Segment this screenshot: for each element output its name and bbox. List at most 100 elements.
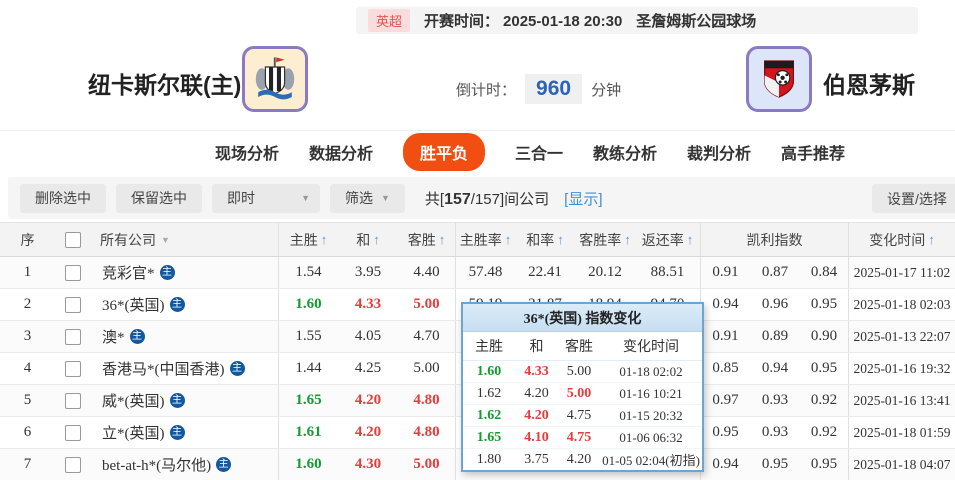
odds-cell[interactable]: 4.05 — [354, 328, 382, 344]
header-kelly: 凯利指数 — [700, 223, 848, 256]
company-count: 共[157/157]间公司 — [425, 188, 549, 209]
company-cell[interactable]: 立*(英国) 主 — [90, 417, 278, 448]
odds-cell[interactable]: 4.80 — [413, 424, 440, 440]
odds-cell[interactable]: 1.61 — [278, 417, 338, 448]
sort-up-icon: ↑ — [557, 232, 564, 247]
keep-selected-button[interactable]: 保留选中 — [116, 183, 202, 213]
kelly-cell: 0.92 — [810, 424, 838, 440]
header-home-rate[interactable]: 主胜率 ↑ — [455, 223, 515, 256]
nav-tab[interactable]: 现场分析 — [214, 145, 279, 163]
checkbox-cell — [55, 385, 90, 416]
kelly-cell: 0.91 — [700, 321, 750, 352]
header-change-time[interactable]: 变化时间 ↑ — [848, 223, 955, 256]
time-cell: 2025-01-16 19:32 — [848, 353, 955, 384]
show-link[interactable]: [显示] — [564, 190, 603, 208]
countdown-value: 960 — [525, 74, 583, 104]
checkbox-cell — [55, 257, 90, 288]
odds-cell[interactable]: 5.00 — [413, 456, 440, 472]
header-draw-rate[interactable]: 和率 ↑ — [515, 223, 575, 256]
row-checkbox[interactable] — [64, 264, 81, 281]
company-count-prefix: 共[ — [424, 190, 445, 208]
sort-up-icon: ↑ — [373, 232, 380, 247]
company-count-current: 157 — [444, 190, 471, 208]
header-home-odds[interactable]: 主胜 ↑ — [278, 223, 338, 256]
popup-time-cell: 01-16 10:21 — [619, 385, 683, 401]
popup-odds-cell: 4.20 — [524, 407, 549, 423]
popup-row: 1.65 4.10 4.75 01-06 06:32 — [463, 427, 702, 449]
home-badge-icon: 主 — [169, 425, 185, 440]
header-seq: 序 — [20, 233, 35, 249]
odds-cell[interactable]: 4.33 — [354, 296, 382, 312]
odds-cell[interactable]: 4.80 — [413, 392, 440, 408]
chevron-down-icon: ▼ — [381, 193, 390, 203]
popup-time-cell: 01-05 02:04(初指) — [602, 453, 700, 468]
delete-selected-button[interactable]: 删除选中 — [20, 183, 106, 213]
odds-cell[interactable]: 1.60 — [278, 289, 338, 320]
company-name[interactable]: bet-at-h*(马尔他) — [102, 458, 212, 474]
filter-dropdown[interactable]: 筛选 ▼ — [330, 183, 405, 213]
odds-cell[interactable]: 1.65 — [278, 385, 338, 416]
match-info-bar: 英超 开赛时间： 2025-01-18 20:30 圣詹姆斯公园球场 — [356, 7, 918, 34]
header-return-rate[interactable]: 返还率 ↑ — [635, 223, 700, 256]
nav-tab[interactable]: 胜平负 — [402, 132, 485, 171]
company-name[interactable]: 36*(英国) — [102, 298, 165, 314]
instant-dropdown[interactable]: 即时 ▼ — [212, 183, 320, 213]
nav-tab[interactable]: 数据分析 — [308, 145, 373, 163]
odds-cell[interactable]: 4.20 — [354, 392, 382, 408]
nav-tab[interactable]: 高手推荐 — [781, 145, 846, 163]
sort-up-icon: ↑ — [504, 232, 512, 247]
rate-cell: 22.41 — [528, 264, 562, 280]
company-cell[interactable]: 香港马*(中国香港) 主 — [90, 353, 278, 384]
row-checkbox[interactable] — [64, 424, 81, 441]
odds-cell[interactable]: 5.00 — [413, 360, 440, 376]
odds-cell[interactable]: 4.30 — [354, 456, 382, 472]
header-away-rate-label: 客胜率 — [579, 233, 622, 249]
league-badge: 英超 — [368, 9, 411, 32]
header-away-odds[interactable]: 客胜 ↑ — [398, 223, 455, 256]
nav-tab[interactable]: 裁判分析 — [687, 145, 752, 163]
company-name[interactable]: 澳* — [102, 330, 125, 346]
row-checkbox[interactable] — [64, 360, 81, 377]
odds-cell[interactable]: 1.55 — [278, 321, 338, 352]
rate-cell: 20.12 — [588, 264, 622, 280]
company-cell[interactable]: 竞彩官* 主 — [90, 257, 278, 288]
popup-odds-cell: 1.60 — [476, 363, 502, 379]
row-checkbox[interactable] — [64, 328, 81, 345]
nav-tab[interactable]: 教练分析 — [593, 145, 658, 163]
company-name[interactable]: 立*(英国) — [102, 426, 165, 442]
company-name[interactable]: 香港马*(中国香港) — [102, 362, 225, 378]
row-checkbox[interactable] — [64, 392, 81, 409]
row-checkbox[interactable] — [64, 456, 81, 473]
popup-body: 1.60 4.33 5.00 01-18 02:02 1.62 4.20 5.00 01-16… — [463, 361, 702, 470]
company-cell[interactable]: 澳* 主 — [90, 321, 278, 352]
odds-cell[interactable]: 5.00 — [413, 296, 440, 312]
odds-cell[interactable]: 4.25 — [354, 360, 382, 376]
header-away-rate[interactable]: 客胜率 ↑ — [575, 223, 635, 256]
odds-cell[interactable]: 4.20 — [354, 424, 382, 440]
odds-cell[interactable]: 1.44 — [278, 353, 338, 384]
header-company-label: 所有公司 — [100, 233, 156, 249]
company-name[interactable]: 威*(英国) — [102, 394, 165, 410]
company-name[interactable]: 竞彩官* — [102, 266, 155, 282]
odds-cell[interactable]: 4.40 — [413, 264, 440, 280]
header-draw-odds[interactable]: 和 ↑ — [338, 223, 398, 256]
row-checkbox[interactable] — [64, 296, 81, 313]
home-badge-icon: 主 — [216, 457, 232, 472]
nav-tabs: 现场分析 数据分析 胜平负 三合一 教练分析 裁判分析 高手推荐 — [0, 130, 955, 172]
odds-cell[interactable]: 4.70 — [413, 328, 440, 344]
company-count-rest: /157]间公司 — [470, 190, 550, 208]
nav-tab[interactable]: 三合一 — [514, 145, 563, 163]
odds-cell[interactable]: 1.60 — [278, 449, 338, 480]
table-row: 4 香港马*(中国香港) 主 1.44 4.25 5.00 0.85 0.94 0.95 2025… — [0, 353, 955, 385]
popup-odds-cell: 4.20 — [566, 451, 592, 467]
company-cell[interactable]: 威*(英国) 主 — [90, 385, 278, 416]
odds-cell[interactable]: 1.54 — [278, 257, 338, 288]
time-cell: 2025-01-16 13:41 — [848, 385, 955, 416]
select-all-checkbox[interactable] — [64, 231, 81, 248]
settings-button[interactable]: 设置/选择 — [872, 184, 955, 213]
header-company[interactable]: 所有公司 ▼ — [90, 223, 278, 256]
company-cell[interactable]: bet-at-h*(马尔他) 主 — [90, 449, 278, 480]
company-cell[interactable]: 36*(英国) 主 — [90, 289, 278, 320]
kelly-cell: 0.84 — [810, 264, 838, 280]
odds-cell[interactable]: 3.95 — [354, 264, 382, 280]
